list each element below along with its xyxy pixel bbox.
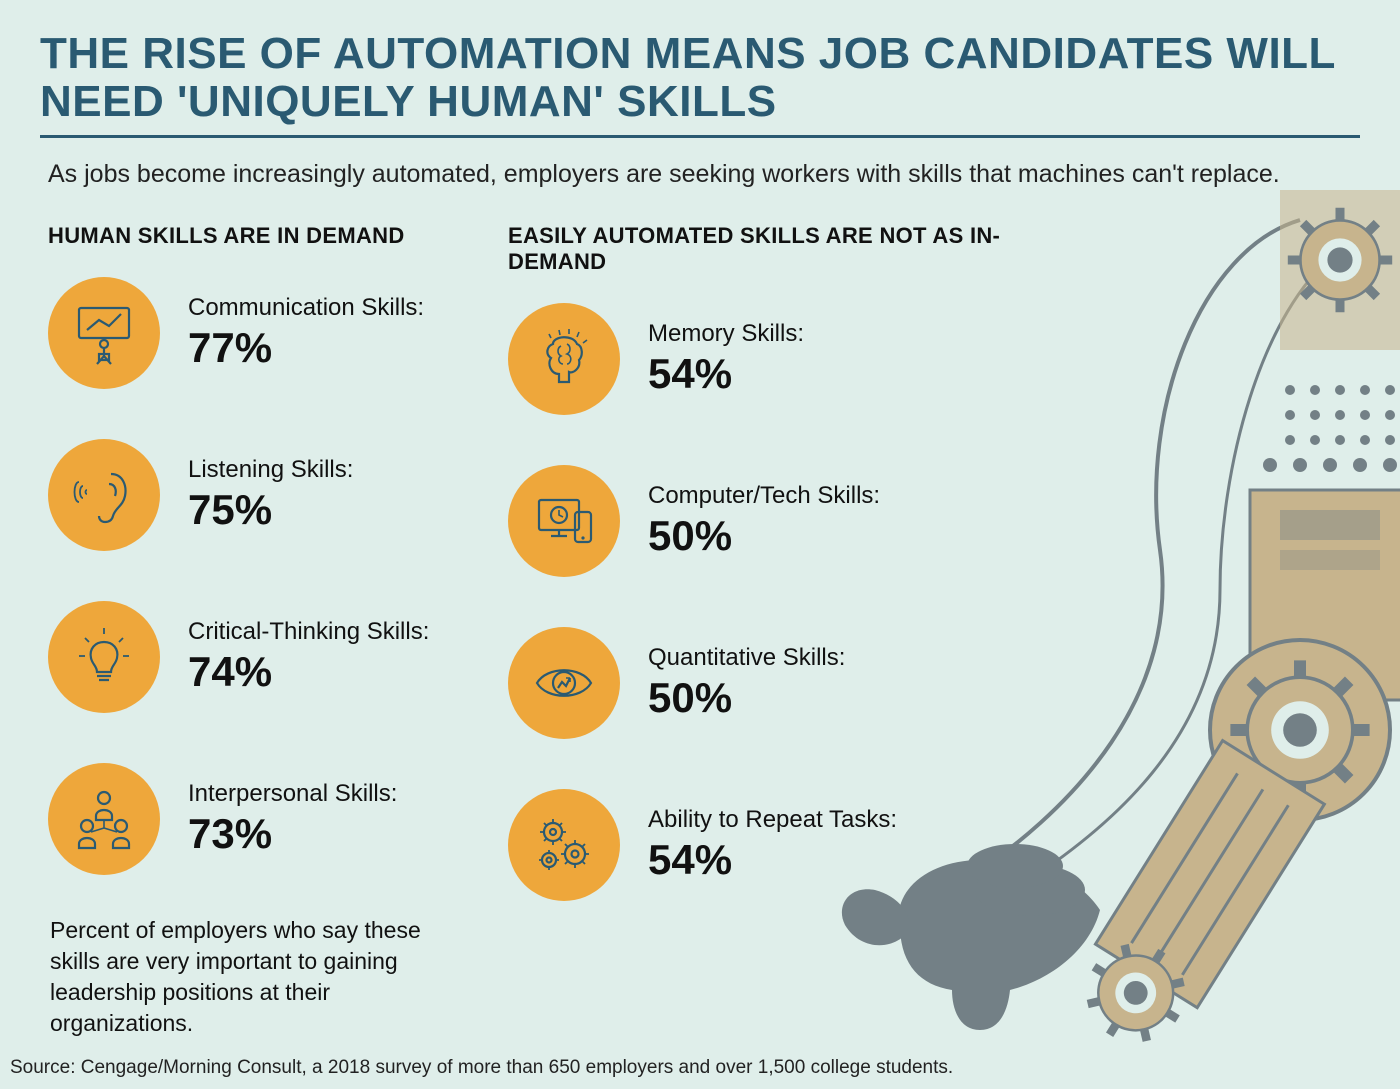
presentation-icon (48, 277, 160, 389)
lightbulb-icon (48, 601, 160, 713)
columns: HUMAN SKILLS ARE IN DEMAND Communication… (40, 223, 1360, 1039)
skill-label: Interpersonal Skills: (188, 780, 397, 808)
ear-icon (48, 439, 160, 551)
skill-value: 54% (648, 350, 804, 398)
skill-row: Quantitative Skills: 50% (508, 627, 1028, 739)
source-line: Source: Cengage/Morning Consult, a 2018 … (10, 1057, 953, 1079)
infographic-container: THE RISE OF AUTOMATION MEANS JOB CANDIDA… (0, 0, 1400, 1049)
skill-value: 75% (188, 486, 353, 534)
skill-text: Ability to Repeat Tasks: 54% (648, 806, 897, 884)
left-column-header: HUMAN SKILLS ARE IN DEMAND (48, 223, 468, 249)
skill-value: 73% (188, 810, 397, 858)
skill-value: 50% (648, 674, 845, 722)
skill-row: Listening Skills: 75% (48, 439, 468, 551)
skill-label: Critical-Thinking Skills: (188, 618, 429, 646)
subtitle: As jobs become increasingly automated, e… (40, 160, 1360, 189)
skill-value: 54% (648, 836, 897, 884)
skill-label: Memory Skills: (648, 320, 804, 348)
skill-row: Ability to Repeat Tasks: 54% (508, 789, 1028, 901)
main-title: THE RISE OF AUTOMATION MEANS JOB CANDIDA… (40, 30, 1360, 138)
skill-value: 74% (188, 648, 429, 696)
right-column: EASILY AUTOMATED SKILLS ARE NOT AS IN-DE… (508, 223, 1028, 1039)
eye-chart-icon (508, 627, 620, 739)
skill-text: Critical-Thinking Skills: 74% (188, 618, 429, 696)
skill-value: 50% (648, 512, 880, 560)
left-column: HUMAN SKILLS ARE IN DEMAND Communication… (48, 223, 468, 1039)
skill-text: Interpersonal Skills: 73% (188, 780, 397, 858)
gears-icon (508, 789, 620, 901)
skill-text: Communication Skills: 77% (188, 294, 424, 372)
skill-value: 77% (188, 324, 424, 372)
skill-row: Critical-Thinking Skills: 74% (48, 601, 468, 713)
skill-row: Communication Skills: 77% (48, 277, 468, 389)
skill-label: Communication Skills: (188, 294, 424, 322)
right-column-header: EASILY AUTOMATED SKILLS ARE NOT AS IN-DE… (508, 223, 1028, 275)
skill-row: Interpersonal Skills: 73% (48, 763, 468, 875)
footnote: Percent of employers who say these skill… (48, 915, 468, 1039)
skill-label: Listening Skills: (188, 456, 353, 484)
skill-text: Computer/Tech Skills: 50% (648, 482, 880, 560)
skill-row: Memory Skills: 54% (508, 303, 1028, 415)
devices-icon (508, 465, 620, 577)
people-icon (48, 763, 160, 875)
brain-icon (508, 303, 620, 415)
skill-row: Computer/Tech Skills: 50% (508, 465, 1028, 577)
skill-text: Listening Skills: 75% (188, 456, 353, 534)
skill-label: Computer/Tech Skills: (648, 482, 880, 510)
skill-text: Memory Skills: 54% (648, 320, 804, 398)
skill-label: Quantitative Skills: (648, 644, 845, 672)
skill-text: Quantitative Skills: 50% (648, 644, 845, 722)
skill-label: Ability to Repeat Tasks: (648, 806, 897, 834)
